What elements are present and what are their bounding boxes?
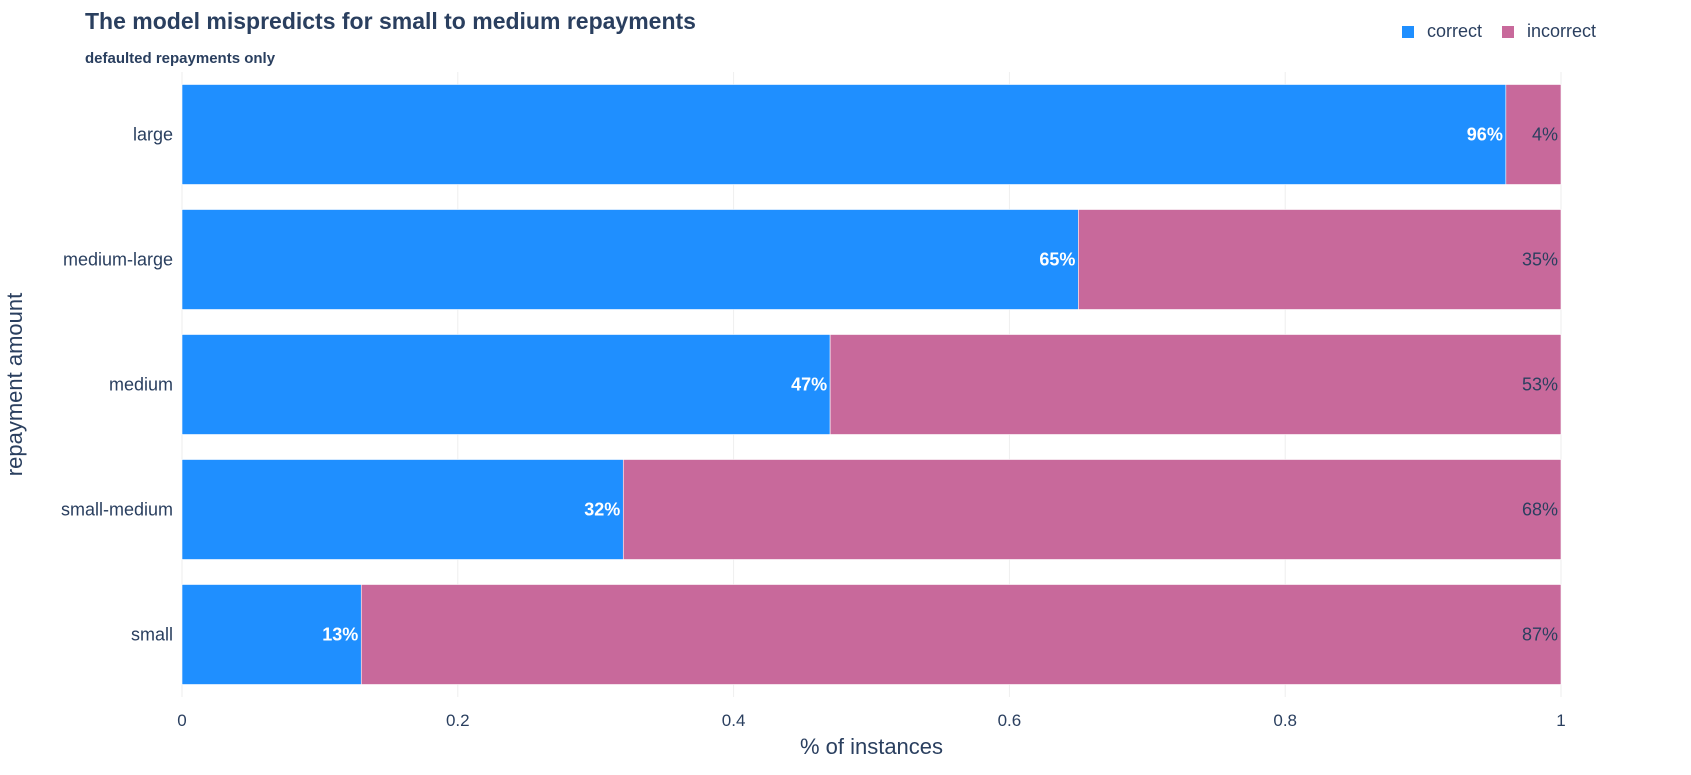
data-label-incorrect: 4% xyxy=(1532,125,1558,145)
legend: correct incorrect xyxy=(1402,21,1616,42)
chart-subtitle: defaulted repayments only xyxy=(85,50,276,67)
bar-incorrect xyxy=(360,584,1562,685)
data-label-incorrect: 53% xyxy=(1522,375,1558,395)
bar-incorrect xyxy=(829,334,1562,435)
data-label-correct: 32% xyxy=(584,500,620,520)
data-label-correct: 13% xyxy=(322,625,358,645)
y-tick-label: medium xyxy=(109,375,173,395)
x-tick-label: 0.8 xyxy=(1273,711,1297,730)
data-label-correct: 47% xyxy=(791,375,827,395)
x-tick-label: 1 xyxy=(1556,711,1565,730)
x-tick-label: 0 xyxy=(177,711,186,730)
bar-correct xyxy=(181,459,624,560)
chart-title: The model mispredicts for small to mediu… xyxy=(85,8,696,34)
bar-correct xyxy=(181,584,362,685)
legend-label-incorrect: incorrect xyxy=(1527,21,1597,41)
data-label-correct: 96% xyxy=(1467,125,1503,145)
y-axis-title: repayment amount xyxy=(2,293,27,476)
x-tick-label: 0.4 xyxy=(722,711,746,730)
bar-incorrect xyxy=(1078,209,1562,310)
data-label-correct: 65% xyxy=(1039,250,1075,270)
data-label-incorrect: 68% xyxy=(1522,500,1558,520)
bar-correct xyxy=(181,209,1079,310)
legend-swatch-incorrect xyxy=(1502,25,1515,38)
legend-label-correct: correct xyxy=(1427,21,1483,41)
y-tick-label: small xyxy=(131,625,173,645)
y-tick-label: large xyxy=(133,125,173,145)
legend-swatch-correct xyxy=(1402,25,1414,38)
bar-correct xyxy=(181,84,1507,185)
x-axis-title: % of instances xyxy=(800,734,943,759)
data-label-incorrect: 87% xyxy=(1522,625,1558,645)
data-label-incorrect: 35% xyxy=(1522,250,1558,270)
legend-item-correct[interactable]: correct xyxy=(1402,21,1482,42)
bar-incorrect xyxy=(1505,84,1562,185)
bar-correct xyxy=(181,334,831,435)
x-tick-label: 0.2 xyxy=(446,711,470,730)
x-tick-label: 0.6 xyxy=(998,711,1022,730)
y-tick-label: medium-large xyxy=(63,250,173,270)
legend-item-incorrect[interactable]: incorrect xyxy=(1502,21,1596,42)
bar-incorrect xyxy=(622,459,1562,560)
y-tick-label: small-medium xyxy=(61,500,173,520)
